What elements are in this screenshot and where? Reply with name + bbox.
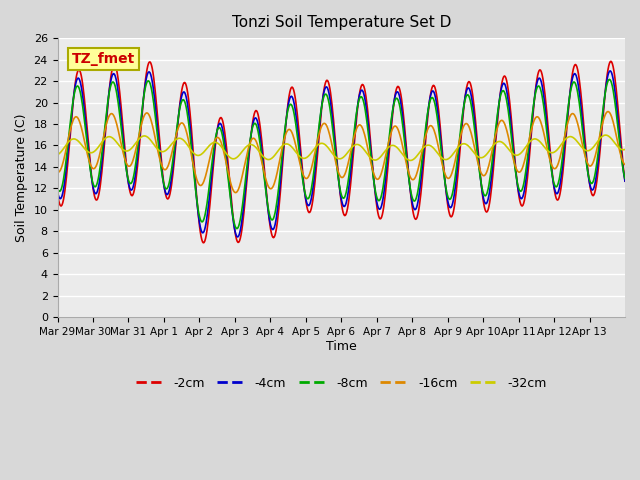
Legend: -2cm, -4cm, -8cm, -16cm, -32cm: -2cm, -4cm, -8cm, -16cm, -32cm [131, 372, 552, 395]
Title: Tonzi Soil Temperature Set D: Tonzi Soil Temperature Set D [232, 15, 451, 30]
X-axis label: Time: Time [326, 340, 356, 353]
Y-axis label: Soil Temperature (C): Soil Temperature (C) [15, 113, 28, 242]
Text: TZ_fmet: TZ_fmet [72, 52, 135, 66]
